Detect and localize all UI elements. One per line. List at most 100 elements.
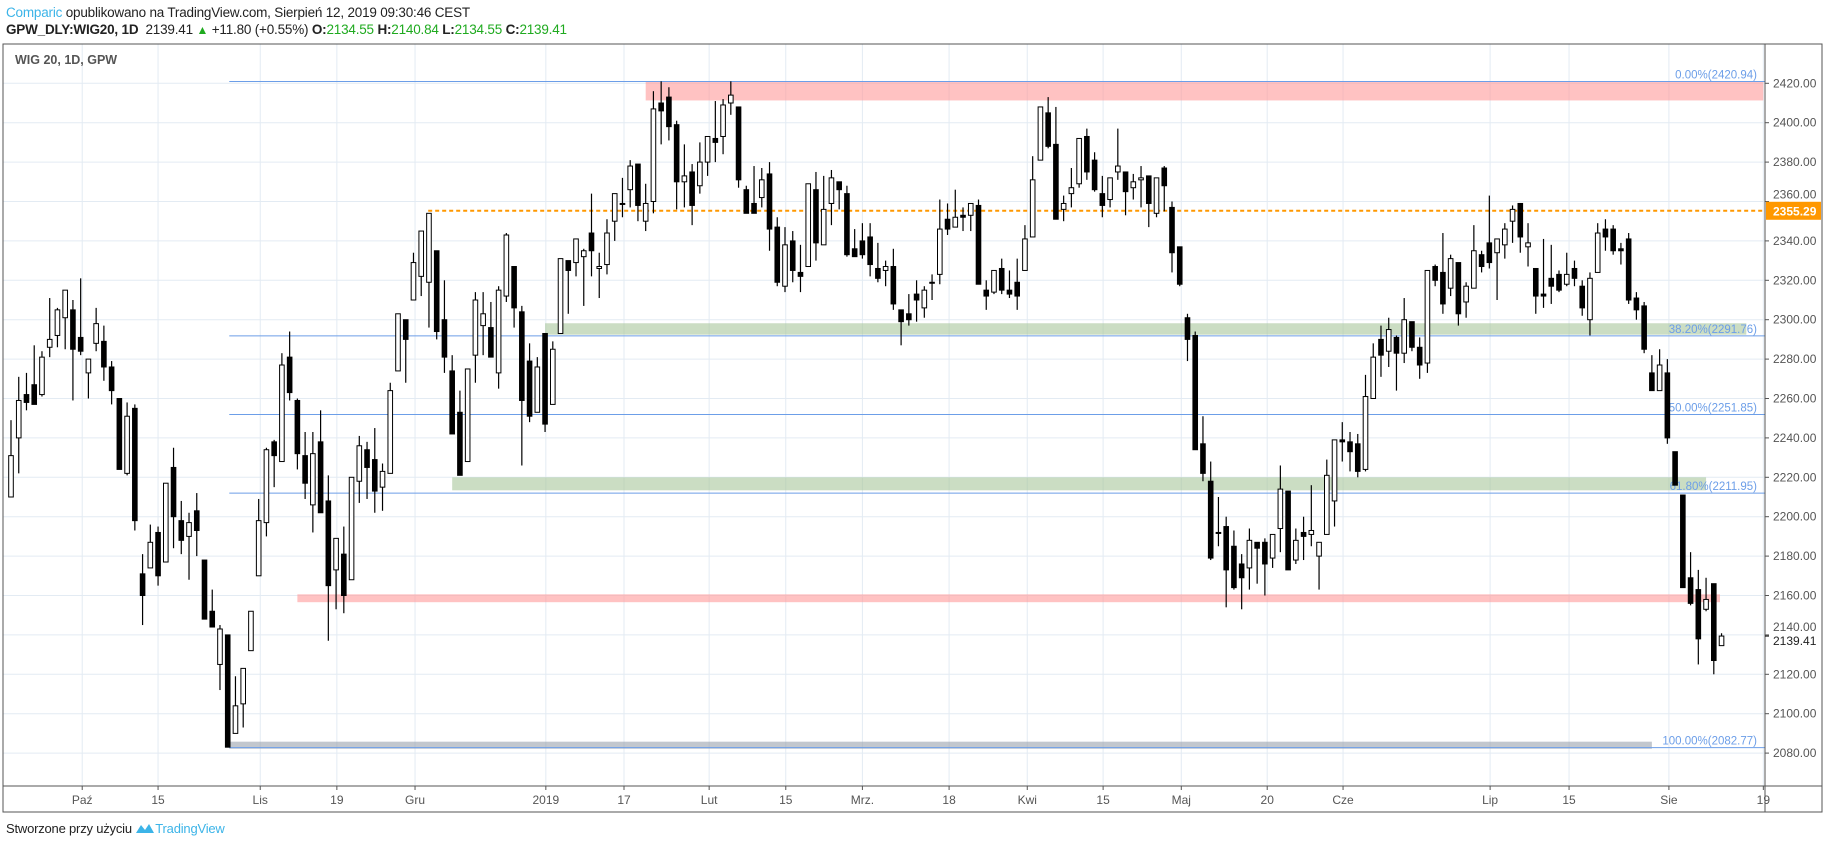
candle-up xyxy=(464,368,471,463)
candle-down xyxy=(1347,441,1353,453)
candle-up xyxy=(1115,165,1121,173)
time-tick-label: 20 xyxy=(1261,793,1275,807)
time-tick-label: Gru xyxy=(405,793,425,807)
candle-down xyxy=(170,466,177,518)
candle-down xyxy=(844,193,850,256)
candle-up xyxy=(15,399,22,439)
candle-down xyxy=(890,266,897,305)
candle-up xyxy=(310,453,316,506)
candle-down xyxy=(1161,167,1168,187)
candle-up xyxy=(395,313,401,372)
price-tick-label: 2220.00 xyxy=(1773,470,1817,484)
candle-up xyxy=(758,179,765,199)
candle-up xyxy=(1587,277,1593,321)
chart-legend: WIG 20, 1D, GPW xyxy=(15,53,118,67)
candle-down xyxy=(689,171,695,206)
candle-down xyxy=(209,610,216,628)
candle-down xyxy=(1672,451,1678,486)
candle-down xyxy=(743,189,750,214)
author-link[interactable]: Comparic xyxy=(6,5,63,20)
candle-down xyxy=(519,311,525,401)
fib-level-label: 0.00%(2420.94) xyxy=(1675,69,1757,81)
candle-up xyxy=(550,348,556,405)
fib-level-label: 50.00%(2251.85) xyxy=(1669,403,1757,415)
up-arrow-icon: ▲ xyxy=(196,23,209,37)
candle-down xyxy=(294,399,301,455)
candle-up xyxy=(921,289,928,309)
footer-text: Stworzone przy użyciu xyxy=(6,821,132,836)
candle-up xyxy=(534,366,541,413)
price-tick-label: 2160.00 xyxy=(1773,589,1817,603)
candle-up xyxy=(929,281,935,284)
candle-up xyxy=(1525,242,1531,248)
candle-up xyxy=(573,238,579,264)
candle-up xyxy=(627,165,634,191)
candle-down xyxy=(1176,246,1183,285)
candle-up xyxy=(642,202,649,222)
candle-down xyxy=(1184,317,1191,340)
candle-down xyxy=(23,394,30,403)
candle-down xyxy=(526,360,533,417)
candle-up xyxy=(379,470,386,488)
candle-up xyxy=(8,455,14,498)
candle-down xyxy=(364,449,370,468)
candle-down xyxy=(1300,531,1307,537)
candle-down xyxy=(1649,372,1655,392)
candle-down xyxy=(1045,112,1051,147)
price-tick-label: 2380.00 xyxy=(1773,155,1817,169)
candle-up xyxy=(967,202,974,216)
candle-up xyxy=(1362,396,1369,470)
fib-level-label: 100.00%(2082.77) xyxy=(1662,736,1757,748)
candle-down xyxy=(1169,206,1175,254)
candle-down xyxy=(635,163,641,206)
candle-down xyxy=(178,520,185,541)
candle-down xyxy=(666,96,672,128)
candle-up xyxy=(39,356,45,396)
tradingview-link[interactable]: TradingView xyxy=(155,821,225,836)
candle-up xyxy=(240,667,246,705)
candle-up xyxy=(1130,181,1137,189)
candle-down xyxy=(1440,271,1446,305)
candle-down xyxy=(1633,297,1640,311)
candle-down xyxy=(542,332,548,425)
candle-down xyxy=(751,202,757,214)
low-value: 2134.55 xyxy=(454,22,503,37)
candle-down xyxy=(433,250,440,333)
symbol-info: GPW_DLY:WIG20, 1D 2139.41 ▲ +11.80 (+0.5… xyxy=(6,22,567,37)
resistance-zone-top xyxy=(645,81,1764,101)
price-tick-label: 2080.00 xyxy=(1773,746,1817,760)
right-margin xyxy=(1823,0,1828,849)
fib-level-label: 61.80%(2211.95) xyxy=(1670,481,1758,493)
price-tick-label: 2260.00 xyxy=(1773,392,1817,406)
chart-frame xyxy=(2,43,1823,813)
candle-down xyxy=(139,573,146,597)
open-value: 2134.55 xyxy=(326,22,374,37)
candle-down xyxy=(867,236,873,266)
candle-up xyxy=(333,537,339,571)
candle-down xyxy=(1099,193,1106,206)
candle-down xyxy=(449,370,455,435)
candle-up xyxy=(937,228,943,275)
candle-up xyxy=(410,262,417,301)
fib-level-label: 38.20%(2291.76) xyxy=(1669,324,1757,336)
candle-down xyxy=(1432,266,1438,281)
candle-up xyxy=(495,289,502,374)
price-tick-label: 2420.00 xyxy=(1773,76,1817,90)
candle-down xyxy=(1091,159,1098,191)
time-tick-label: 15 xyxy=(151,793,165,807)
candle-up xyxy=(1060,202,1067,210)
candle-up xyxy=(1215,531,1222,534)
candle-down xyxy=(875,267,881,279)
candle-down xyxy=(1517,202,1524,238)
candle-up xyxy=(472,299,479,356)
candle-down xyxy=(673,124,680,183)
candle-up xyxy=(1076,137,1082,185)
candle-up xyxy=(604,232,610,266)
candle-down xyxy=(1285,490,1291,571)
price-tick-label: 2280.00 xyxy=(1773,352,1817,366)
horizontal-line-axis-label: 2355.29 xyxy=(1773,204,1817,218)
candle-up xyxy=(46,338,53,348)
last-price: 2139.41 xyxy=(145,22,194,37)
candle-up xyxy=(1401,319,1408,354)
